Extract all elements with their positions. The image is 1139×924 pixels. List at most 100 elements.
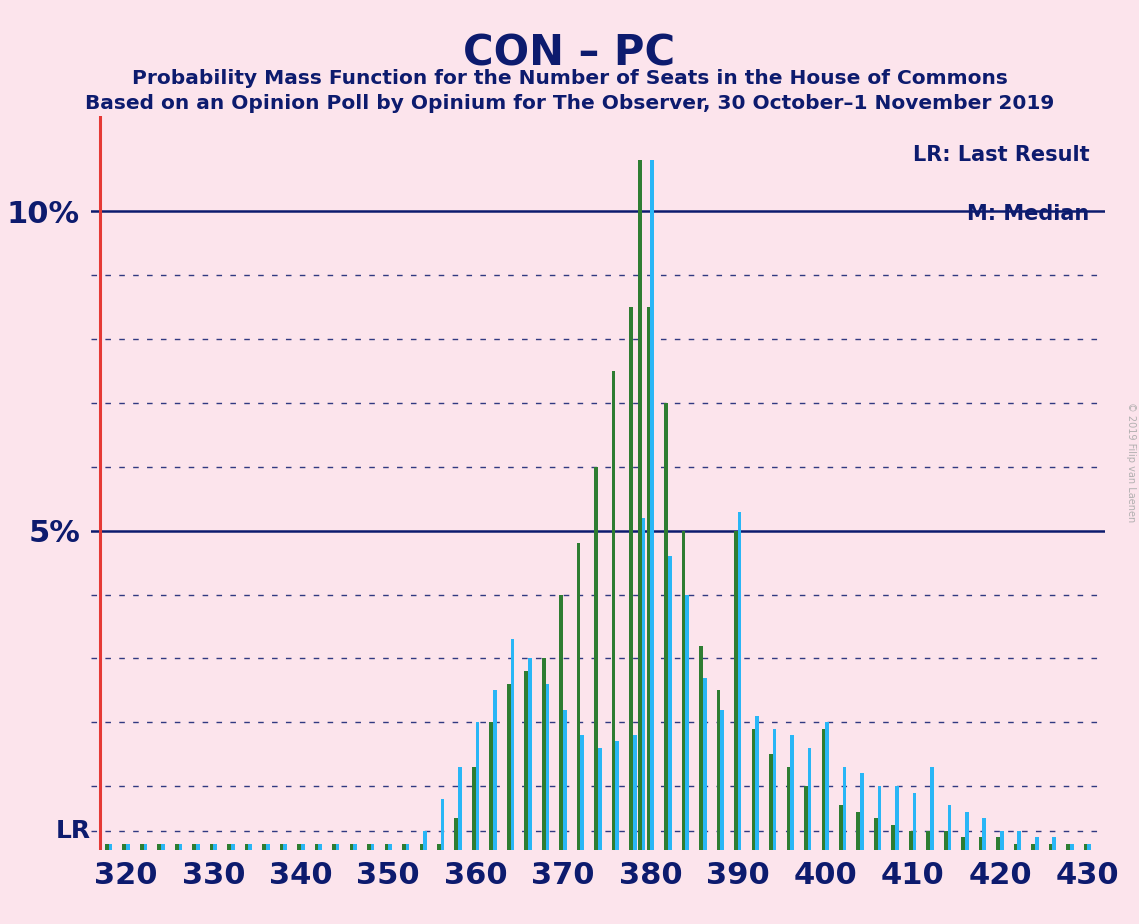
Bar: [353, 844, 357, 850]
Text: CON – PC: CON – PC: [464, 32, 675, 74]
Bar: [909, 831, 912, 850]
Bar: [1000, 831, 1003, 850]
Bar: [228, 844, 231, 850]
Text: LR: Last Result: LR: Last Result: [913, 145, 1090, 164]
Bar: [1049, 844, 1052, 850]
Bar: [629, 307, 633, 850]
Bar: [650, 160, 654, 850]
Bar: [318, 844, 322, 850]
Bar: [144, 844, 147, 850]
Bar: [472, 767, 476, 850]
Bar: [458, 767, 461, 850]
Bar: [105, 844, 108, 850]
Bar: [524, 671, 528, 850]
Bar: [441, 799, 444, 850]
Bar: [931, 767, 934, 850]
Bar: [192, 844, 196, 850]
Bar: [978, 837, 983, 850]
Bar: [612, 371, 615, 850]
Bar: [405, 844, 409, 850]
Bar: [1066, 844, 1070, 850]
Bar: [686, 594, 689, 850]
Bar: [576, 543, 581, 850]
Text: © 2019 Filip van Laenen: © 2019 Filip van Laenen: [1126, 402, 1136, 522]
Bar: [738, 512, 741, 850]
Bar: [265, 844, 270, 850]
Bar: [262, 844, 265, 850]
Bar: [682, 530, 686, 850]
Bar: [108, 844, 113, 850]
Bar: [839, 806, 843, 850]
Bar: [1014, 844, 1017, 850]
Bar: [490, 723, 493, 850]
Text: LR: LR: [56, 819, 91, 843]
Bar: [175, 844, 179, 850]
Bar: [424, 831, 427, 850]
Bar: [664, 403, 667, 850]
Bar: [878, 786, 882, 850]
Bar: [1088, 844, 1091, 850]
Bar: [860, 773, 863, 850]
Bar: [437, 844, 441, 850]
Bar: [1035, 837, 1039, 850]
Bar: [210, 844, 213, 850]
Bar: [1052, 837, 1056, 850]
Bar: [385, 844, 388, 850]
Bar: [595, 467, 598, 850]
Bar: [1083, 844, 1088, 850]
Bar: [161, 844, 165, 850]
Bar: [857, 812, 860, 850]
Bar: [843, 767, 846, 850]
Bar: [804, 786, 808, 850]
Bar: [720, 710, 724, 850]
Bar: [808, 748, 811, 850]
Bar: [559, 594, 563, 850]
Bar: [140, 844, 144, 850]
Bar: [179, 844, 182, 850]
Bar: [454, 818, 458, 850]
Bar: [528, 659, 532, 850]
Bar: [633, 736, 637, 850]
Bar: [895, 786, 899, 850]
Bar: [122, 844, 126, 850]
Bar: [336, 844, 339, 850]
Bar: [402, 844, 405, 850]
Bar: [213, 844, 218, 850]
Bar: [874, 818, 878, 850]
Bar: [787, 767, 790, 850]
Bar: [581, 736, 584, 850]
Bar: [542, 659, 546, 850]
Bar: [126, 844, 130, 850]
Text: Based on an Opinion Poll by Opinium for The Observer, 30 October–1 November 2019: Based on an Opinion Poll by Opinium for …: [85, 94, 1054, 114]
Bar: [301, 844, 304, 850]
Bar: [371, 844, 375, 850]
Bar: [821, 729, 825, 850]
Bar: [615, 741, 620, 850]
Bar: [944, 831, 948, 850]
Bar: [280, 844, 284, 850]
Bar: [196, 844, 199, 850]
Bar: [667, 556, 672, 850]
Bar: [926, 831, 931, 850]
Bar: [333, 844, 336, 850]
Bar: [297, 844, 301, 850]
Bar: [769, 754, 772, 850]
Bar: [772, 729, 777, 850]
Bar: [641, 518, 646, 850]
Bar: [1017, 831, 1021, 850]
Bar: [961, 837, 965, 850]
Bar: [892, 824, 895, 850]
Bar: [231, 844, 235, 850]
Bar: [647, 307, 650, 850]
Bar: [983, 818, 986, 850]
Bar: [825, 723, 829, 850]
Bar: [507, 684, 510, 850]
Bar: [703, 677, 706, 850]
Bar: [546, 684, 549, 850]
Bar: [367, 844, 371, 850]
Bar: [735, 530, 738, 850]
Text: Probability Mass Function for the Number of Seats in the House of Commons: Probability Mass Function for the Number…: [132, 69, 1007, 89]
Bar: [638, 160, 641, 850]
Bar: [965, 812, 968, 850]
Bar: [563, 710, 567, 850]
